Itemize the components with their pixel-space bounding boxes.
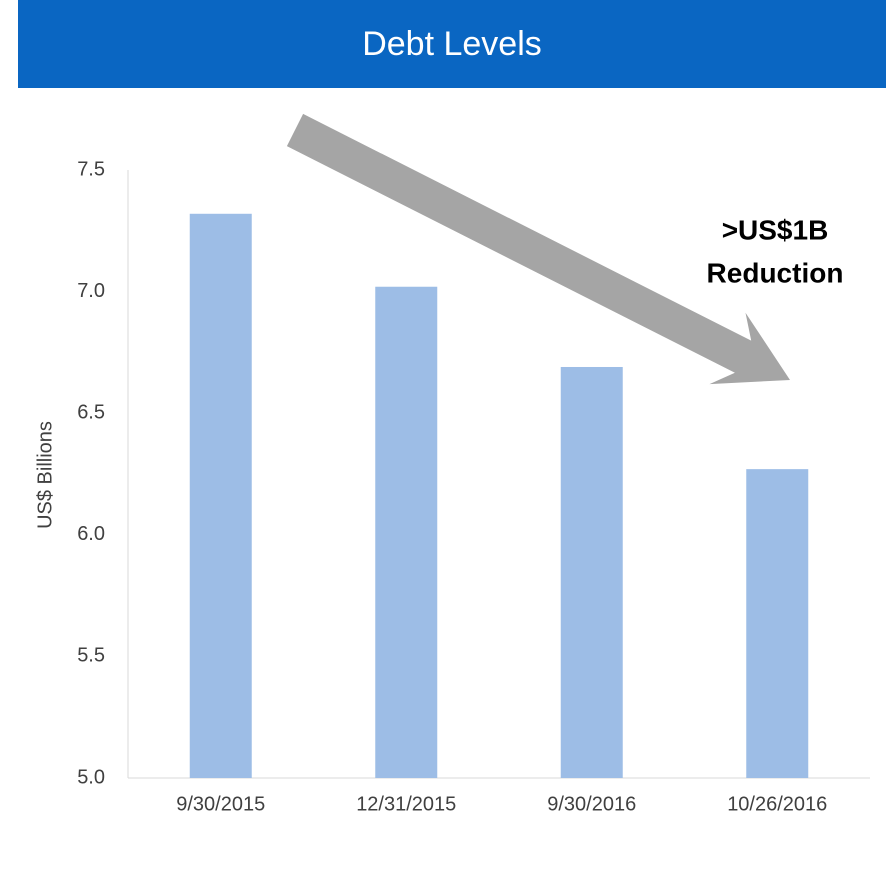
bar <box>560 366 623 778</box>
annotation: Reduction <box>707 257 844 288</box>
y-tick-label: 7.0 <box>77 280 105 302</box>
trend-arrow <box>286 113 790 385</box>
title-band <box>18 0 886 88</box>
bar <box>746 469 809 778</box>
y-tick-label: 5.0 <box>77 766 105 788</box>
x-tick-label: 12/31/2015 <box>356 793 456 815</box>
y-tick-label: 6.0 <box>77 523 105 545</box>
y-tick-label: 7.5 <box>77 158 105 180</box>
x-tick-label: 9/30/2015 <box>176 793 265 815</box>
bar <box>189 213 252 778</box>
x-tick-label: 10/26/2016 <box>727 793 827 815</box>
x-tick-label: 9/30/2016 <box>547 793 636 815</box>
chart-title: Debt Levels <box>362 25 542 63</box>
y-tick-label: 6.5 <box>77 401 105 423</box>
annotation: >US$1B <box>722 214 829 245</box>
bar <box>375 286 438 778</box>
y-tick-label: 5.5 <box>77 645 105 667</box>
y-axis-label: US$ Billions <box>34 421 56 529</box>
